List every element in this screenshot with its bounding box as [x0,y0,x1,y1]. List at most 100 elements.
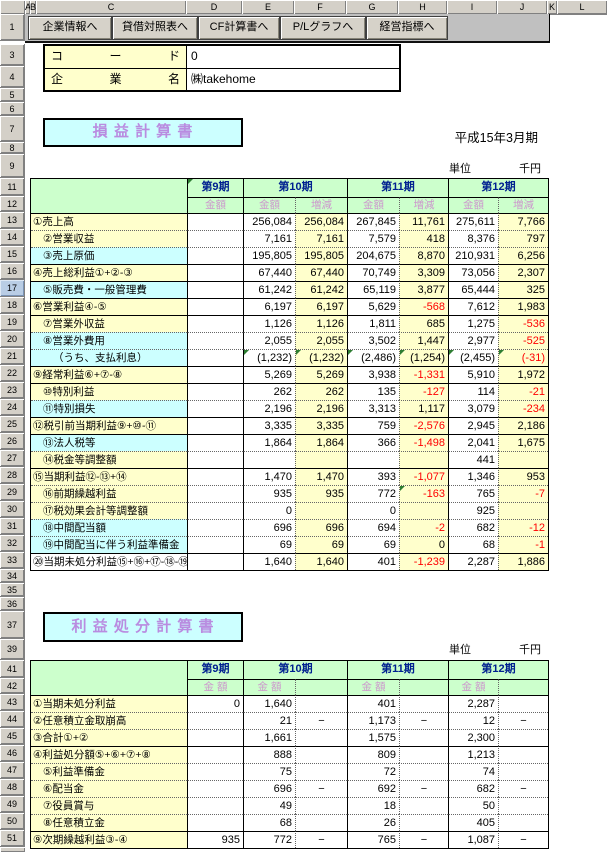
row-header-3[interactable]: 3 [0,44,25,66]
appropriation-cell[interactable]: 1,661 [243,729,295,746]
appropriation-cell[interactable] [187,746,243,763]
pl-cell[interactable]: 0 [347,502,399,519]
appropriation-cell[interactable] [399,729,448,746]
row-header-32[interactable]: 32 [0,535,25,552]
pl-cell[interactable] [399,502,448,519]
pl-cell[interactable]: (1,254) [399,349,448,366]
pl-cell[interactable]: 1,886 [498,553,548,570]
pl-cell[interactable]: 1,126 [243,315,295,332]
pl-cell[interactable]: 61,242 [243,281,295,298]
pl-cell[interactable]: -7 [498,485,548,502]
pl-row-label[interactable]: ⑪特別損失 [31,400,187,417]
pl-cell[interactable]: -12 [498,519,548,536]
appropriation-cell[interactable]: 2,300 [448,729,498,746]
appropriation-row-label[interactable]: ③合計①+② [31,729,187,746]
pl-cell[interactable]: 11,761 [399,213,448,230]
pl-cell[interactable] [187,298,243,315]
pl-cell[interactable]: 2,055 [295,332,347,349]
pl-cell[interactable]: 7,579 [347,230,399,247]
company-code-value[interactable]: 0 [191,49,198,63]
pl-row-label[interactable]: ⑨経常利益⑥+⑦-⑧ [31,366,187,383]
pl-cell[interactable]: 5,629 [347,298,399,315]
pl-row-label[interactable]: ⑯前期繰越利益 [31,485,187,502]
nav-button-company-info[interactable]: 企業情報へ [28,16,112,40]
pl-row-label[interactable]: ⑫税引前当期利益⑨+⑩-⑪ [31,417,187,434]
pl-cell[interactable]: 2,055 [243,332,295,349]
pl-cell[interactable]: (1,232) [295,349,347,366]
pl-cell[interactable] [399,451,448,468]
pl-cell[interactable]: 195,805 [243,247,295,264]
appropriation-cell[interactable]: − [399,831,448,848]
pl-cell[interactable]: 267,845 [347,213,399,230]
appropriation-cell[interactable]: 809 [347,746,399,763]
pl-cell[interactable]: 1,972 [498,366,548,383]
pl-cell[interactable]: 765 [448,485,498,502]
row-header-36[interactable]: 36 [0,597,25,611]
pl-cell[interactable]: 2,041 [448,434,498,451]
appropriation-cell[interactable]: 696 [243,780,295,797]
pl-cell[interactable]: 325 [498,281,548,298]
appropriation-cell[interactable]: 888 [243,746,295,763]
appropriation-cell[interactable]: − [498,712,548,729]
appropriation-cell[interactable] [399,814,448,831]
pl-cell[interactable]: -1 [498,536,548,553]
pl-cell[interactable]: -1,239 [399,553,448,570]
appropriation-cell[interactable]: 682 [448,780,498,797]
pl-cell[interactable]: 3,309 [399,264,448,281]
appropriation-cell[interactable]: − [295,712,347,729]
pl-cell[interactable]: (2,455) [448,349,498,366]
pl-cell[interactable]: 1,983 [498,298,548,315]
appropriation-cell[interactable] [399,746,448,763]
column-header-C[interactable]: C [36,0,187,15]
appropriation-cell[interactable] [498,814,548,831]
pl-cell[interactable]: 1,864 [295,434,347,451]
appropriation-cell[interactable]: 26 [347,814,399,831]
pl-cell[interactable] [498,451,548,468]
pl-cell[interactable]: 7,161 [243,230,295,247]
pl-cell[interactable]: -1,331 [399,366,448,383]
pl-row-label[interactable]: ④売上総利益①+②-③ [31,264,187,281]
pl-cell[interactable]: 2,945 [448,417,498,434]
column-header-F[interactable]: F [294,0,347,15]
pl-cell[interactable] [187,485,243,502]
row-header-49[interactable]: 49 [0,796,25,813]
appropriation-cell[interactable]: − [295,780,347,797]
pl-cell[interactable]: 694 [347,519,399,536]
pl-cell[interactable]: 0 [243,502,295,519]
appropriation-row-label[interactable]: ②任意積立金取崩高 [31,712,187,729]
row-header-5[interactable]: 5 [0,88,25,102]
appropriation-cell[interactable]: 1,640 [243,695,295,712]
pl-cell[interactable]: 1,275 [448,315,498,332]
pl-cell[interactable] [243,451,295,468]
column-header-J[interactable]: J [497,0,548,15]
pl-cell[interactable]: 1,864 [243,434,295,451]
appropriation-cell[interactable]: − [399,780,448,797]
pl-cell[interactable]: 2,196 [243,400,295,417]
pl-cell[interactable]: 195,805 [295,247,347,264]
pl-cell[interactable]: 3,938 [347,366,399,383]
row-header-17[interactable]: 17 [0,280,25,297]
row-header-35[interactable]: 35 [0,583,25,597]
appropriation-cell[interactable]: 1,213 [448,746,498,763]
appropriation-cell[interactable]: 401 [347,695,399,712]
pl-cell[interactable]: 2,196 [295,400,347,417]
pl-cell[interactable]: -2 [399,519,448,536]
row-header-30[interactable]: 30 [0,501,25,518]
pl-cell[interactable] [187,281,243,298]
row-header-27[interactable]: 27 [0,450,25,467]
appropriation-cell[interactable]: 21 [243,712,295,729]
pl-cell[interactable]: 8,376 [448,230,498,247]
pl-cell[interactable]: -234 [498,400,548,417]
pl-cell[interactable]: 696 [295,519,347,536]
pl-cell[interactable] [187,383,243,400]
pl-cell[interactable] [187,536,243,553]
appropriation-cell[interactable] [498,729,548,746]
nav-button-cashflow-statement[interactable]: CF計算書へ [198,16,280,40]
appropriation-cell[interactable]: 405 [448,814,498,831]
pl-row-label[interactable]: （うち、支払利息） [31,349,187,366]
row-header-14[interactable]: 14 [0,229,25,246]
pl-cell[interactable]: 759 [347,417,399,434]
appropriation-row-label[interactable]: ①当期未処分利益 [31,695,187,712]
appropriation-row-label[interactable]: ⑦役員賞与 [31,797,187,814]
appropriation-cell[interactable] [498,763,548,780]
